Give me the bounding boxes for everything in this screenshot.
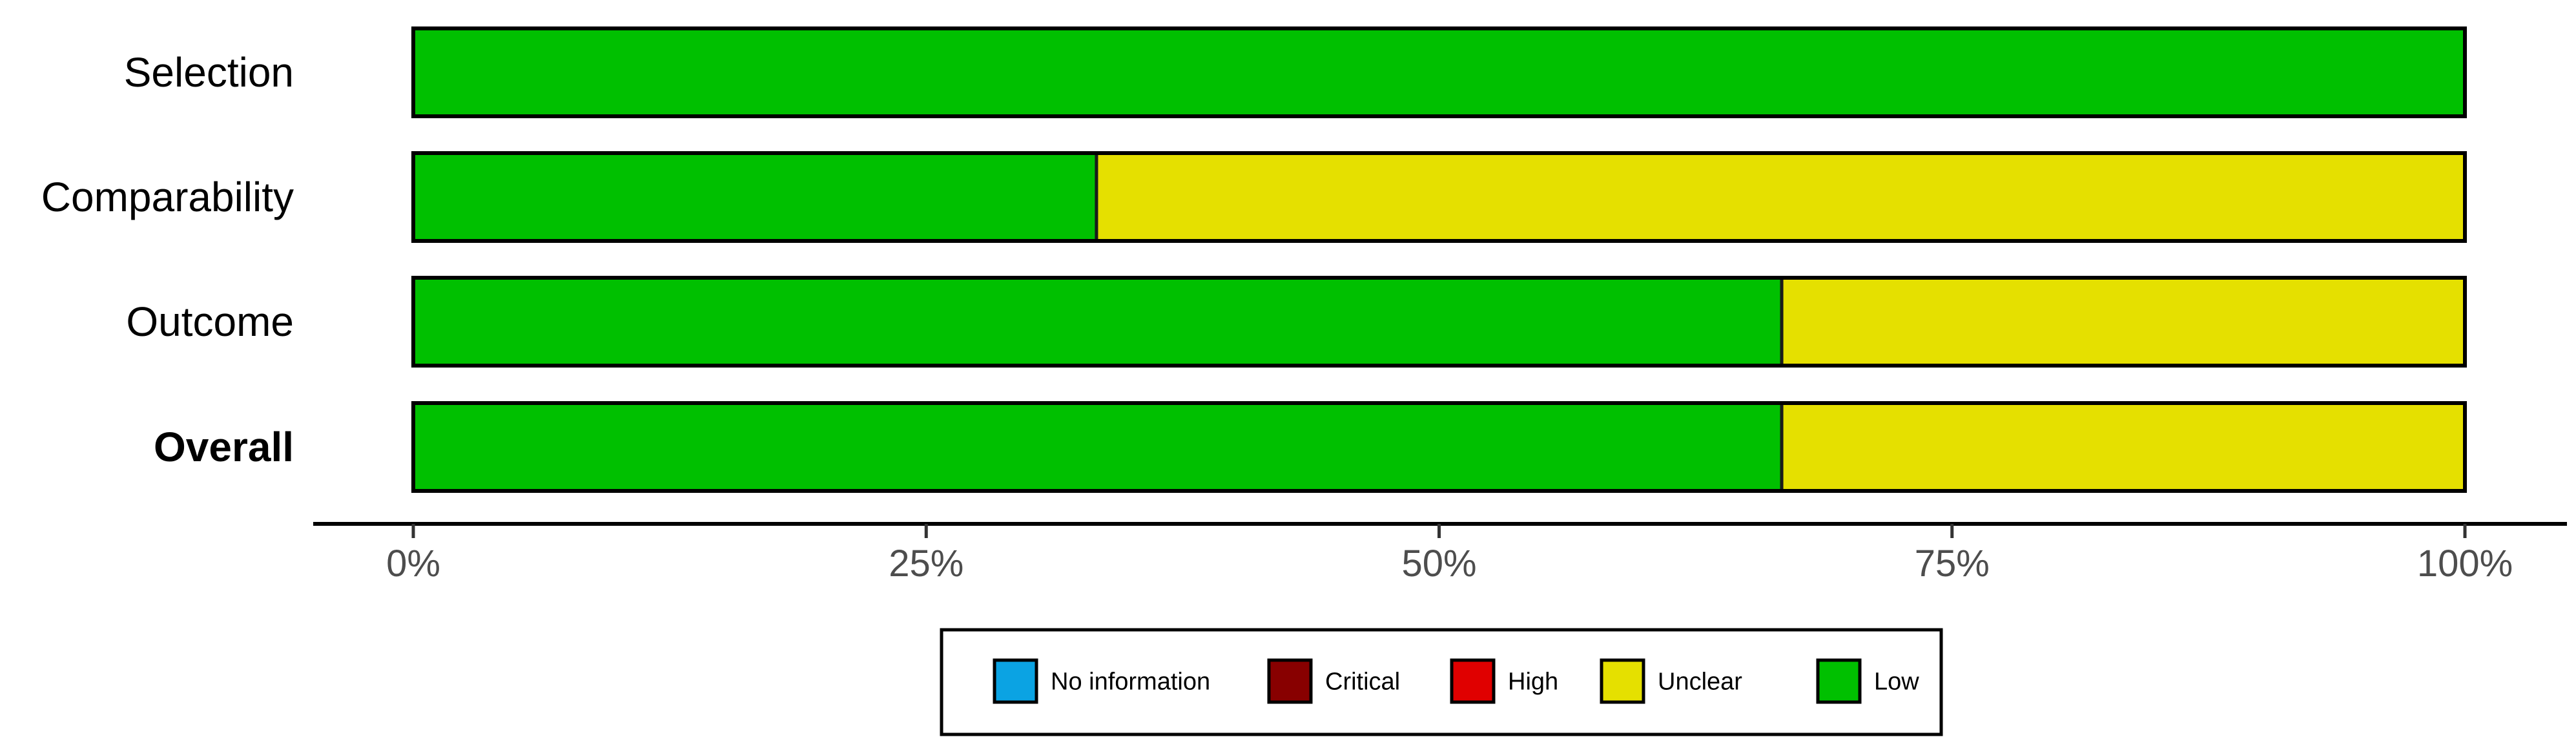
bar-frame-overall [411, 401, 2467, 493]
x-tick-label: 25% [889, 543, 963, 585]
legend-key-no-information [993, 658, 1038, 704]
bar-overall-unclear [1780, 401, 2467, 493]
x-tick-label: 75% [1915, 543, 1990, 585]
bar-overall-low [411, 401, 1784, 493]
legend-box [940, 628, 1943, 736]
legend-label-no-information: No information [1051, 669, 1210, 696]
x-tick-label: 100% [2417, 543, 2513, 585]
category-label-outcome: Outcome [126, 298, 294, 345]
legend-key-critical [1267, 658, 1313, 704]
bar-comparability-low [411, 151, 1098, 243]
category-labels: Selection Comparability Outcome Overall [41, 49, 294, 470]
x-axis-ticks: 0% 25% 50% 75% 100% [386, 524, 2513, 585]
x-tick-label: 0% [386, 543, 440, 585]
legend-key-unclear [1600, 658, 1645, 704]
category-label-selection: Selection [124, 49, 294, 96]
x-tick-label: 50% [1401, 543, 1476, 585]
legend: No information Critical High Unclear Low [940, 628, 1943, 736]
legend-label-critical: Critical [1325, 669, 1400, 696]
bar-selection-low [411, 26, 2467, 118]
category-label-overall: Overall [154, 424, 294, 470]
legend-label-high: High [1508, 669, 1558, 696]
category-label-comparability: Comparability [41, 174, 294, 220]
bar-frame-outcome [411, 276, 2467, 368]
legend-key-high [1450, 658, 1496, 704]
bar-outcome-low [411, 276, 1784, 368]
bars-layer [411, 26, 2467, 493]
bar-comparability-unclear [1095, 151, 2467, 243]
legend-label-low: Low [1874, 669, 1919, 696]
legend-key-low [1816, 658, 1862, 704]
bar-outcome-unclear [1780, 276, 2467, 368]
bar-frame-comparability [411, 151, 2467, 243]
bar-frame-selection [411, 26, 2467, 118]
legend-label-unclear: Unclear [1658, 669, 1742, 696]
